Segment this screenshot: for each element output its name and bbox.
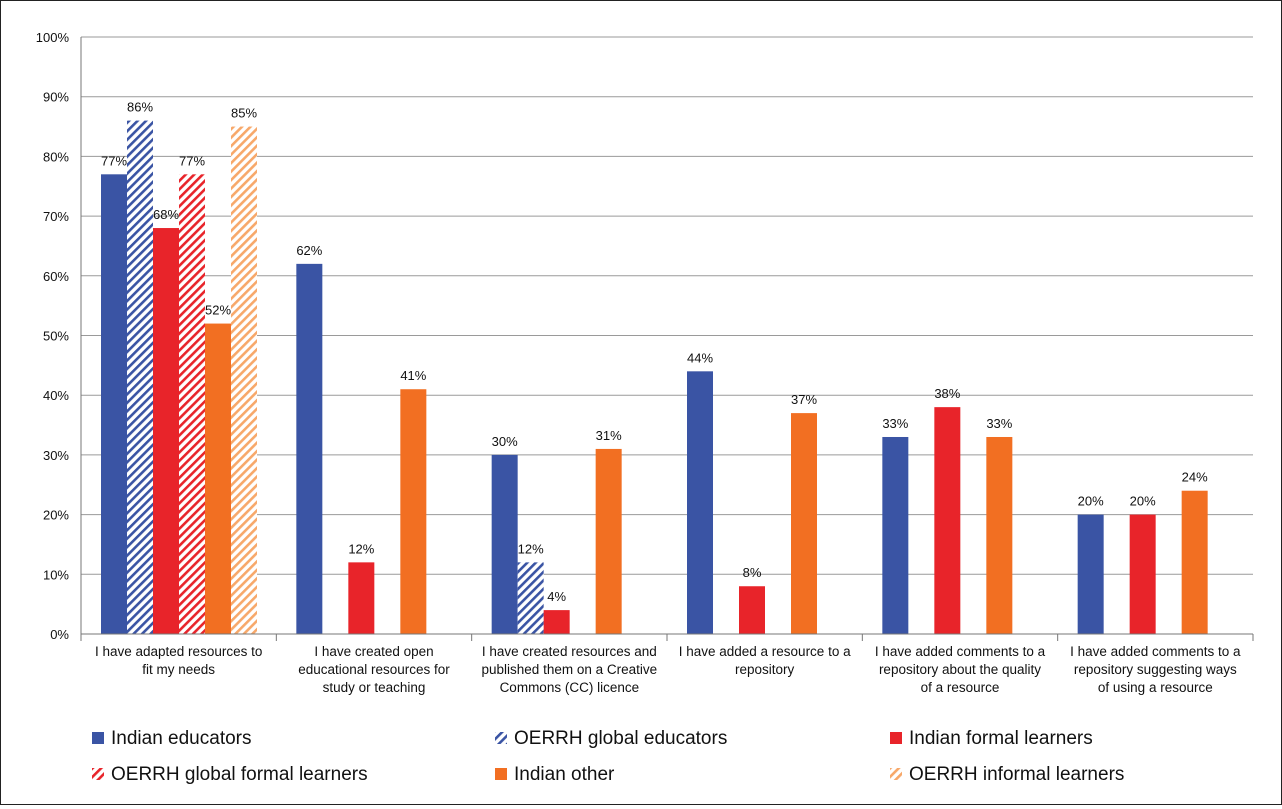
x-category-label: of using a resource <box>1098 680 1213 695</box>
data-label: 20% <box>1078 494 1104 509</box>
y-tick-label: 60% <box>43 269 69 284</box>
bar <box>595 448 622 634</box>
legend-swatch <box>890 768 902 780</box>
bar <box>400 389 427 634</box>
data-label: 38% <box>934 386 960 401</box>
bar <box>543 610 570 634</box>
bar <box>127 120 153 634</box>
legend-swatch <box>495 732 507 744</box>
bar <box>205 323 231 634</box>
data-label: 86% <box>127 100 153 115</box>
x-category-label: I have added comments to a <box>1070 644 1241 659</box>
x-category-label: repository suggesting ways <box>1074 662 1237 677</box>
data-label: 12% <box>348 541 374 556</box>
y-tick-label: 90% <box>43 90 69 105</box>
y-tick-label: 20% <box>43 508 69 523</box>
bar <box>791 413 817 634</box>
data-label: 44% <box>687 350 713 365</box>
y-tick-label: 80% <box>43 149 69 164</box>
data-label: 30% <box>492 434 518 449</box>
bar <box>1129 514 1156 634</box>
data-label: 52% <box>205 303 231 318</box>
bar <box>153 228 179 635</box>
x-category-label: of a resource <box>921 680 1000 695</box>
x-category-label: Commons (CC) licence <box>500 680 640 695</box>
bar <box>687 371 713 634</box>
x-category-label: repository about the quality <box>879 662 1041 677</box>
x-category-label: I have adapted resources to <box>95 644 262 659</box>
legend-label: OERRH global educators <box>514 728 727 749</box>
bar <box>1077 514 1104 634</box>
legend-swatch <box>92 732 104 744</box>
data-label: 85% <box>231 106 257 121</box>
y-tick-label: 0% <box>50 627 69 642</box>
x-category-label: repository <box>735 662 795 677</box>
legend-label: OERRH informal learners <box>909 764 1124 785</box>
data-label: 62% <box>296 243 322 258</box>
bar <box>986 436 1013 634</box>
bar <box>1181 490 1208 634</box>
y-tick-label: 50% <box>43 329 69 344</box>
data-label: 68% <box>153 207 179 222</box>
bar <box>934 407 961 634</box>
bar <box>517 562 544 634</box>
x-category-label: fit my needs <box>142 662 215 677</box>
y-tick-label: 10% <box>43 567 69 582</box>
data-label: 31% <box>596 428 622 443</box>
data-label: 77% <box>179 153 205 168</box>
bar <box>491 454 518 634</box>
legend-label: OERRH global formal learners <box>111 764 368 785</box>
x-category-label: I have added comments to a <box>875 644 1046 659</box>
x-category-label: I have created open <box>314 644 433 659</box>
legend-label: Indian other <box>514 764 615 785</box>
x-category-label: I have added a resource to a <box>679 644 851 659</box>
legend-swatch <box>495 768 507 780</box>
legend-label: Indian educators <box>111 728 252 749</box>
bar <box>179 174 205 634</box>
y-tick-label: 100% <box>36 30 70 45</box>
data-label: 8% <box>743 565 762 580</box>
x-category-label: study or teaching <box>323 680 426 695</box>
bar <box>231 126 257 635</box>
x-category-label: educational resources for <box>298 662 450 677</box>
data-label: 33% <box>882 416 908 431</box>
bar <box>739 586 765 634</box>
data-label: 33% <box>986 416 1012 431</box>
legend-label: Indian formal learners <box>909 728 1093 749</box>
data-label: 77% <box>101 153 127 168</box>
legend-swatch <box>92 768 104 780</box>
bar <box>101 174 127 634</box>
data-label: 37% <box>791 392 817 407</box>
x-category-label: published them on a Creative <box>482 662 658 677</box>
legend-swatch <box>890 732 902 744</box>
y-tick-label: 40% <box>43 388 69 403</box>
bar <box>348 562 375 634</box>
data-label: 24% <box>1182 470 1208 485</box>
y-tick-label: 70% <box>43 209 69 224</box>
data-label: 41% <box>400 368 426 383</box>
bar <box>296 263 323 634</box>
data-label: 4% <box>547 589 566 604</box>
bar <box>882 436 909 634</box>
data-label: 12% <box>518 541 544 556</box>
data-label: 20% <box>1130 494 1156 509</box>
x-category-label: I have created resources and <box>482 644 657 659</box>
y-tick-label: 30% <box>43 448 69 463</box>
